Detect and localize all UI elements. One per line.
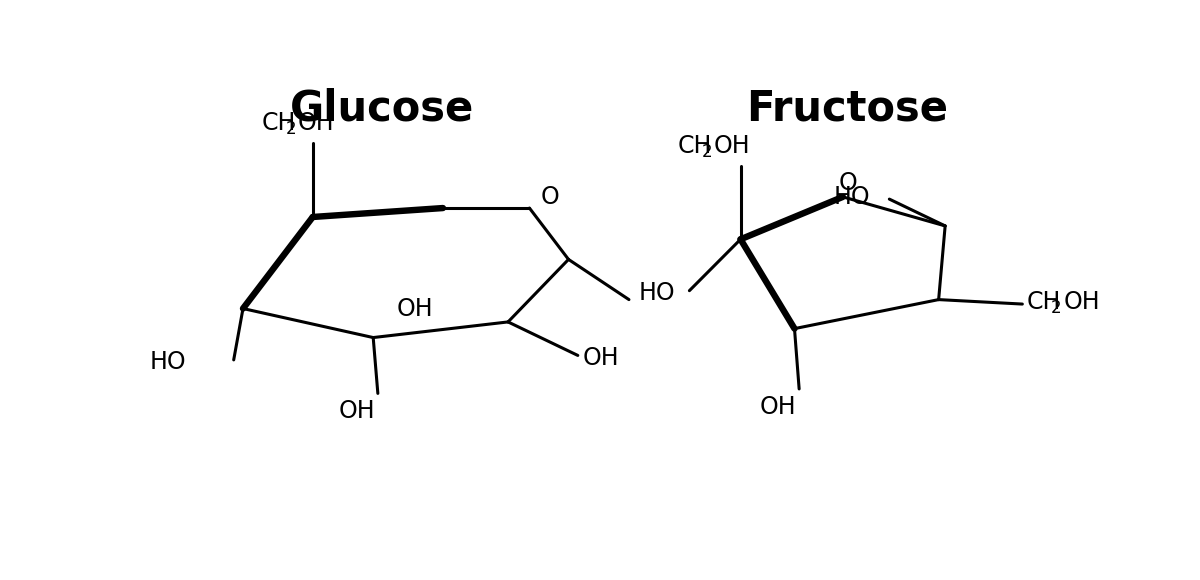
Text: OH: OH (338, 399, 374, 423)
Text: HO: HO (638, 281, 674, 305)
Text: 2: 2 (702, 143, 712, 161)
Text: OH: OH (1063, 290, 1100, 314)
Text: CH: CH (677, 133, 712, 158)
Text: HO: HO (150, 350, 187, 374)
Text: OH: OH (396, 296, 433, 321)
Text: CH: CH (1027, 290, 1061, 314)
Text: OH: OH (760, 395, 796, 419)
Text: O: O (540, 185, 559, 209)
Text: HO: HO (834, 185, 870, 209)
Text: 2: 2 (286, 121, 296, 139)
Text: 2: 2 (1051, 299, 1062, 317)
Text: Glucose: Glucose (290, 88, 475, 129)
Text: O: O (838, 172, 857, 195)
Text: OH: OH (298, 111, 335, 135)
Text: OH: OH (582, 346, 619, 369)
Text: Fructose: Fructose (746, 88, 948, 129)
Text: CH: CH (262, 111, 296, 135)
Text: OH: OH (714, 133, 750, 158)
